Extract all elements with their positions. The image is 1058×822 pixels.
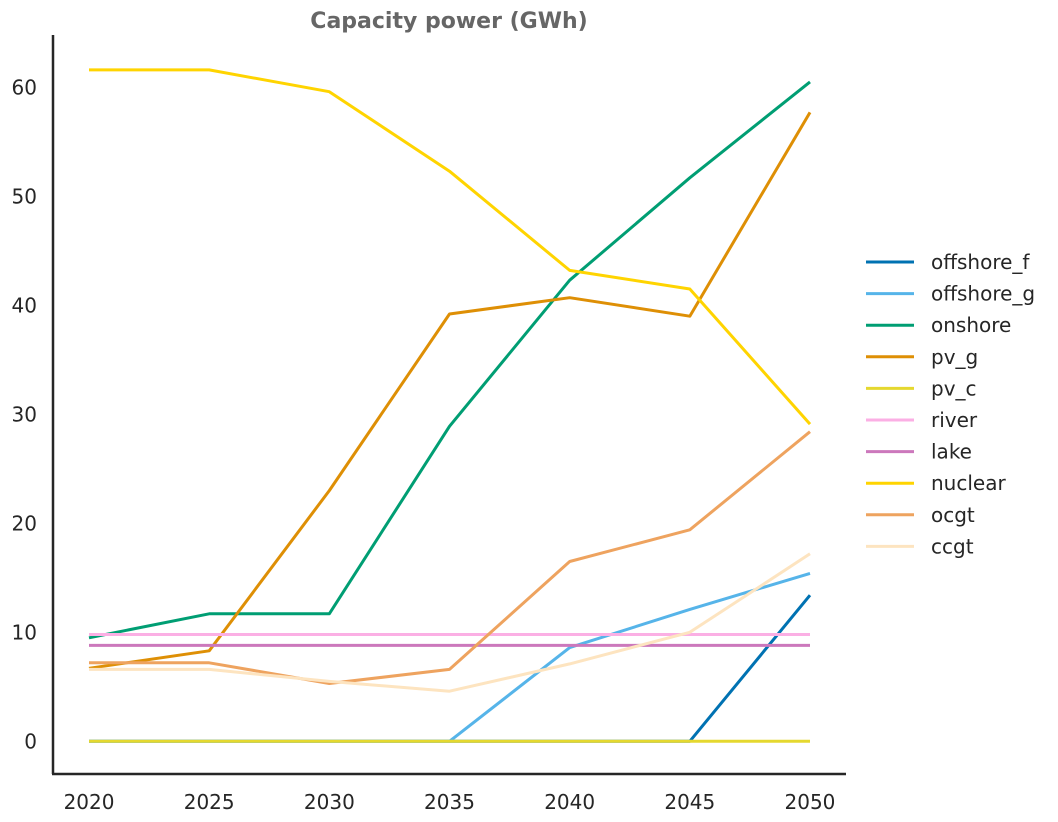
legend-item-ocgt: ocgt <box>866 503 975 527</box>
legend-item-offshore-g: offshore_g <box>866 282 1035 306</box>
legend-item-onshore: onshore <box>866 313 1011 337</box>
y-tick-label: 0 <box>24 729 37 753</box>
legend-item-lake: lake <box>866 440 972 464</box>
series-line-ccgt <box>89 552 811 693</box>
legend-label: onshore <box>931 313 1011 337</box>
y-tick-label: 10 <box>12 620 37 644</box>
chart-title: Capacity power (GWh) <box>310 9 587 34</box>
x-tick-labels: 2020 2025 2030 2035 2040 2045 2050 <box>64 790 836 814</box>
y-tick-label: 50 <box>12 184 37 208</box>
x-tick-label: 2045 <box>664 790 715 814</box>
legend-item-offshore-f: offshore_f <box>866 250 1030 274</box>
y-tick-labels: 0 10 20 30 40 50 60 <box>12 75 37 753</box>
legend-item-nuclear: nuclear <box>866 471 1006 495</box>
legend-label: nuclear <box>931 471 1006 495</box>
legend-label: pv_g <box>931 345 978 369</box>
legend-label: offshore_f <box>931 250 1030 274</box>
legend-label: lake <box>931 440 972 464</box>
series-line-onshore <box>88 80 811 640</box>
series-lines <box>88 68 812 743</box>
legend-item-pv-c: pv_c <box>866 376 977 400</box>
legend-label: pv_c <box>931 376 977 400</box>
axes <box>51 35 846 776</box>
legend-item-pv-g: pv_g <box>866 345 978 369</box>
series-line-nuclear <box>89 68 812 426</box>
legend-label: river <box>931 408 978 432</box>
x-tick-label: 2030 <box>304 790 355 814</box>
y-tick-label: 30 <box>12 402 37 426</box>
series-line-ocgt <box>89 430 811 685</box>
x-tick-label: 2035 <box>424 790 475 814</box>
legend-label: offshore_g <box>931 282 1035 306</box>
series-line-pv-g <box>88 111 812 670</box>
y-tick-label: 60 <box>12 75 37 99</box>
y-tick-label: 40 <box>12 293 37 317</box>
legend-item-ccgt: ccgt <box>866 534 974 558</box>
legend-item-river: river <box>866 408 978 432</box>
legend-label: ccgt <box>931 534 974 558</box>
legend-label: ocgt <box>931 503 975 527</box>
y-tick-label: 20 <box>12 511 37 535</box>
series-line-offshore-g <box>89 571 811 743</box>
x-tick-label: 2020 <box>64 790 115 814</box>
x-tick-label: 2025 <box>184 790 235 814</box>
x-tick-label: 2040 <box>544 790 595 814</box>
x-tick-label: 2050 <box>785 790 836 814</box>
